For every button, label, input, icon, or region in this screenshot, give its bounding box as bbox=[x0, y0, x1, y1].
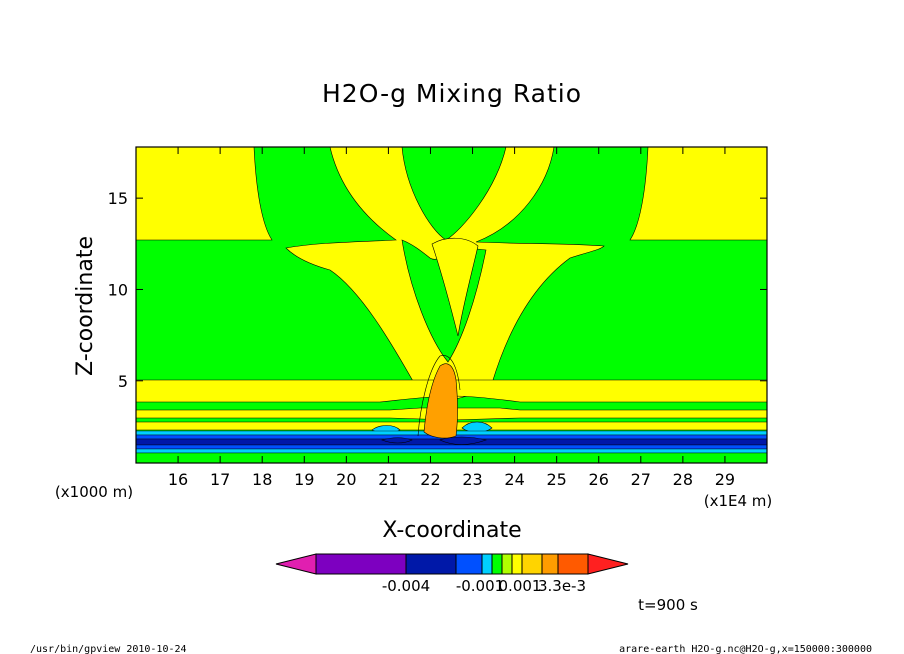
y-axis: 5 10 15 bbox=[108, 189, 767, 391]
y-tick-label: 15 bbox=[108, 189, 128, 208]
x-tick-label: 24 bbox=[504, 470, 524, 489]
x-tick-label: 17 bbox=[210, 470, 230, 489]
time-label: t=900 s bbox=[638, 596, 698, 614]
region-updraft-yellow-rim bbox=[417, 355, 461, 437]
colorbar-tick-label: -0.004 bbox=[382, 577, 430, 595]
x-tick-label: 27 bbox=[631, 470, 651, 489]
band-blue-lower bbox=[136, 444, 767, 450]
y-tick-label: 5 bbox=[118, 372, 128, 391]
x-tick-label: 22 bbox=[420, 470, 440, 489]
chart-title: H2O-g Mixing Ratio bbox=[322, 79, 582, 108]
x-tick-label: 26 bbox=[589, 470, 609, 489]
x-tick-label: 16 bbox=[168, 470, 188, 489]
x-axis: 16 17 18 19 20 21 22 23 24 25 26 27 28 29 bbox=[168, 147, 735, 489]
colorbar-tick-label: 0.001 bbox=[499, 577, 542, 595]
colorbar-swatch bbox=[315, 553, 407, 575]
x-tick-label: 20 bbox=[336, 470, 356, 489]
colorbar-swatch bbox=[511, 553, 523, 575]
footer-left: /usr/bin/gpview 2010-10-24 bbox=[30, 644, 187, 654]
footer-right: arare-earth_H2O-g.nc@H2O-g,x=150000:3000… bbox=[619, 644, 872, 654]
colorbar-swatch bbox=[491, 553, 503, 575]
region-negative-anomaly bbox=[439, 436, 488, 445]
region-negative-anomaly-left bbox=[381, 437, 413, 444]
x-tick-label: 29 bbox=[715, 470, 735, 489]
colorbar-swatch bbox=[541, 553, 559, 575]
x-tick-label: 25 bbox=[546, 470, 566, 489]
x-tick-label: 21 bbox=[378, 470, 398, 489]
region-upper-left-yellow bbox=[136, 147, 273, 241]
band-green-bottom bbox=[136, 452, 767, 463]
band-cyan-lower bbox=[136, 448, 767, 454]
colorbar-min-arrow bbox=[275, 553, 317, 575]
y-tick-label: 10 bbox=[108, 280, 128, 299]
region-upper-right-yellow bbox=[629, 147, 767, 241]
x-axis-label: X-coordinate bbox=[382, 518, 521, 543]
x-tick-label: 18 bbox=[252, 470, 272, 489]
region-inner-yellow-tongue bbox=[431, 237, 479, 337]
x-unit-label: (x1E4 m) bbox=[704, 492, 773, 510]
y-unit-label: (x1000 m) bbox=[55, 483, 133, 501]
colorbar-tick-label: -0.001 bbox=[456, 577, 504, 595]
x-tick-label: 28 bbox=[673, 470, 693, 489]
colorbar-swatch bbox=[455, 553, 483, 575]
y-axis-label: Z-coordinate bbox=[73, 236, 98, 376]
x-tick-label: 19 bbox=[294, 470, 314, 489]
colorbar-max-arrow bbox=[587, 553, 629, 575]
x-tick-label: 23 bbox=[462, 470, 482, 489]
colorbar-swatch bbox=[501, 553, 513, 575]
plot-area bbox=[136, 147, 767, 463]
colorbar-swatch bbox=[557, 553, 589, 575]
colorbar-swatch bbox=[521, 553, 543, 575]
colorbar-tick-label: 3.3e-3 bbox=[538, 577, 586, 595]
plot-frame bbox=[135, 146, 768, 464]
colorbar-swatch bbox=[481, 553, 493, 575]
colorbar-swatch bbox=[405, 553, 457, 575]
